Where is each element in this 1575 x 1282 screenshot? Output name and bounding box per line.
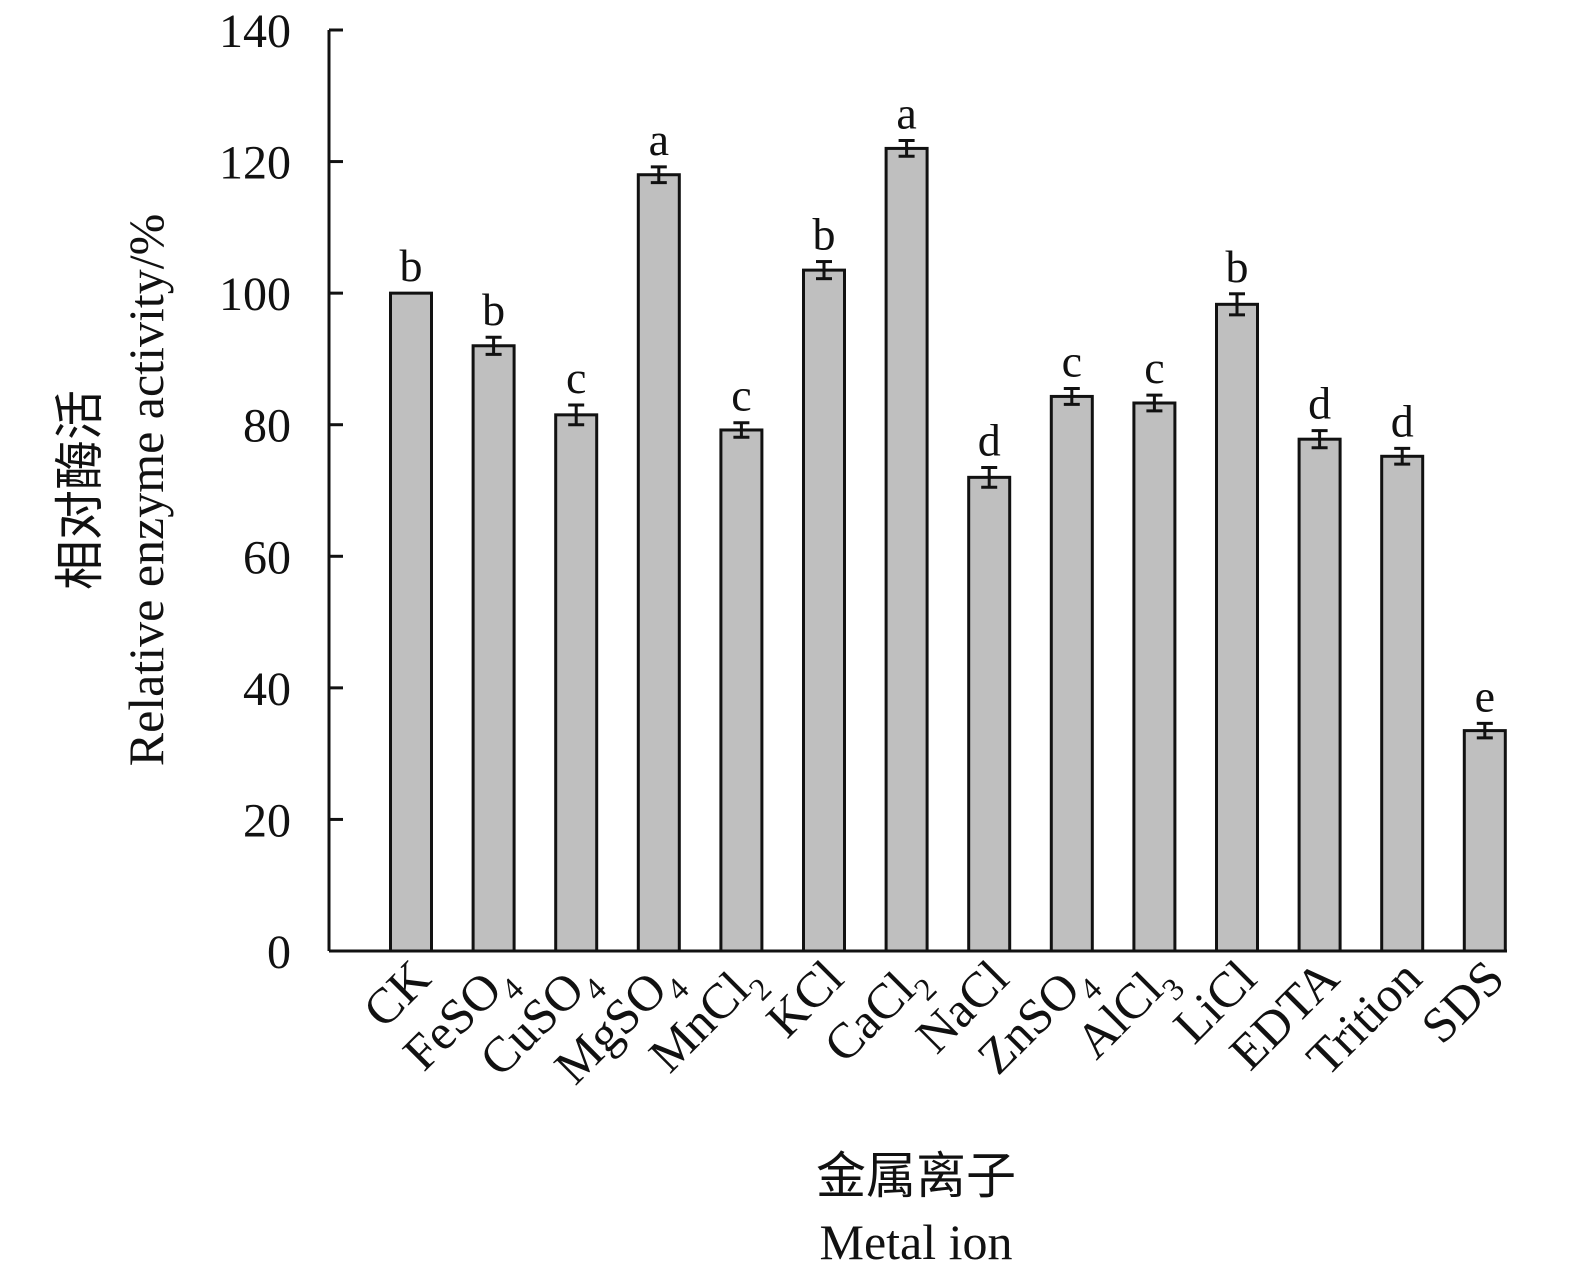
bar-cuso4 (554, 413, 599, 953)
x-tick-label: MnCl2 (638, 949, 779, 1090)
y-axis-title-cn: 相对酶活 (52, 390, 108, 590)
y-tick-label: 140 (219, 5, 291, 58)
y-axis-title-en: Relative enzyme activity/% (118, 214, 174, 767)
x-tick-label: SDS (1410, 949, 1514, 1053)
error-bar-cuso4 (568, 403, 585, 427)
x-tick-label-base: MnCl (638, 960, 760, 1082)
axes-layer (327, 30, 1507, 953)
error-bar-edta (1311, 429, 1328, 450)
error-bar-sds (1476, 721, 1493, 740)
significance-letter: e (1475, 670, 1495, 721)
bar-sds (1462, 729, 1507, 953)
y-tick-label: 40 (243, 663, 291, 716)
error-bar-alcl3 (1146, 393, 1163, 413)
bar-trition (1380, 454, 1425, 953)
x-tick-labels-layer: CKFeSO4CuSO4MgSO4MnCl2KClCaCl2NaClZnSO4A… (352, 949, 1515, 1094)
bar-alcl3 (1132, 401, 1177, 953)
significance-letter: c (731, 370, 751, 421)
y-tick-label: 80 (243, 400, 291, 453)
bar-feso4 (471, 344, 516, 953)
error-bar-znso4 (1063, 387, 1080, 406)
bar-nacl (967, 475, 1012, 953)
y-tick-label: 100 (219, 268, 291, 321)
significance-letter: a (649, 114, 669, 165)
x-tick-label-base: SDS (1410, 949, 1514, 1053)
y-ticks-layer: 0 20 40 60 80 100 120 140 (219, 5, 343, 979)
error-bars-layer (485, 139, 1493, 740)
y-tick-label: 20 (243, 794, 291, 847)
error-bar-licl (1229, 292, 1245, 317)
x-axis-title-en: Metal ion (819, 1214, 1012, 1270)
significance-letter: d (1308, 378, 1331, 429)
error-bar-mncl2 (733, 421, 750, 439)
bar-mgso4 (636, 173, 681, 953)
significance-letter: d (978, 414, 1001, 465)
error-bar-cacl2 (898, 139, 915, 158)
significance-letter: b (400, 240, 423, 291)
error-bar-trition (1394, 446, 1411, 466)
bar-edta (1297, 437, 1342, 953)
bar-licl (1215, 302, 1259, 953)
error-bar-mgso4 (650, 165, 667, 185)
bar-kcl (802, 268, 846, 953)
significance-letter: b (813, 209, 836, 260)
bar-mncl2 (719, 428, 764, 953)
significance-letter: a (896, 88, 916, 139)
y-tick-label: 60 (243, 531, 291, 584)
bar-znso4 (1049, 394, 1094, 953)
significance-letters-layer: b b c a c b a d c c b d d e (400, 88, 1496, 722)
y-tick-label: 0 (267, 926, 291, 979)
significance-letter: c (1062, 336, 1082, 387)
significance-letter: c (566, 352, 586, 403)
significance-letter: c (1144, 342, 1164, 393)
x-axis-title-cn: 金属离子 (816, 1148, 1016, 1204)
error-bar-nacl (981, 465, 998, 489)
significance-letter: b (482, 284, 505, 335)
error-bar-feso4 (485, 335, 502, 356)
y-tick-label: 120 (219, 137, 291, 190)
bar-cacl2 (884, 146, 929, 953)
error-bar-kcl (816, 260, 832, 281)
significance-letter: b (1226, 241, 1249, 292)
bar-ck (389, 291, 433, 953)
bars-layer (389, 146, 1507, 953)
significance-letter: d (1391, 395, 1414, 446)
